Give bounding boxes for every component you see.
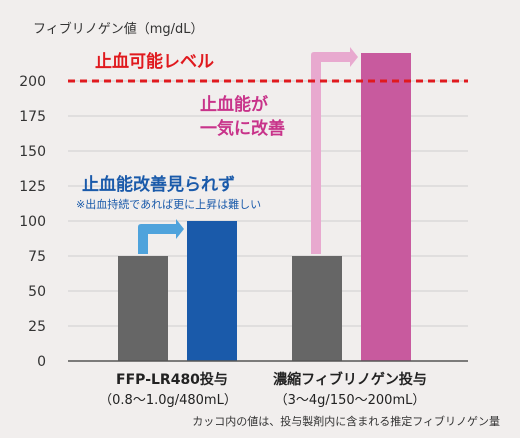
category-label-fibrinogen: 濃縮フィブリノゲン投与 [273,371,427,388]
y-tick-label: 0 [37,354,46,370]
arrow [138,219,184,254]
category-sublabel-fibrinogen: （3～4g/150～200mL） [275,393,426,408]
y-tick-label: 25 [28,319,46,335]
y-tick-label: 125 [19,179,46,195]
y-tick-label: 50 [28,284,46,300]
bars [118,53,411,361]
y-tick-label: 100 [19,214,46,230]
transition-arrows [138,47,358,254]
y-axis-label: フィブリノゲン値（mg/dL） [33,21,204,37]
y-tick-label: 175 [19,109,46,125]
y-tick-labels: 0 25 50 75 100 125 150 175 200 [19,74,46,370]
y-tick-label: 75 [28,249,46,265]
annotation-no-improvement: 止血能改善見られず [82,174,235,195]
bar [118,256,168,361]
annotation-no-improvement-note: ※出血持続であれば更に上昇は難しい [76,197,261,211]
y-tick-label: 200 [19,74,46,90]
arrow [311,47,358,254]
bar [187,221,237,361]
bar [361,53,411,361]
annotation-rapid-improvement-line1: 止血能が [200,94,268,115]
bar [292,256,342,361]
footnote: カッコ内の値は、投与製剤内に含まれる推定フィブリノゲン量 [192,414,500,428]
category-sublabel-ffp: （0.8～1.0g/480mL） [99,393,237,408]
category-label-ffp: FFP-LR480投与 [116,372,228,388]
reference-line-label: 止血可能レベル [95,51,214,72]
y-tick-label: 150 [19,144,46,160]
annotation-rapid-improvement-line2: 一気に改善 [200,118,285,139]
